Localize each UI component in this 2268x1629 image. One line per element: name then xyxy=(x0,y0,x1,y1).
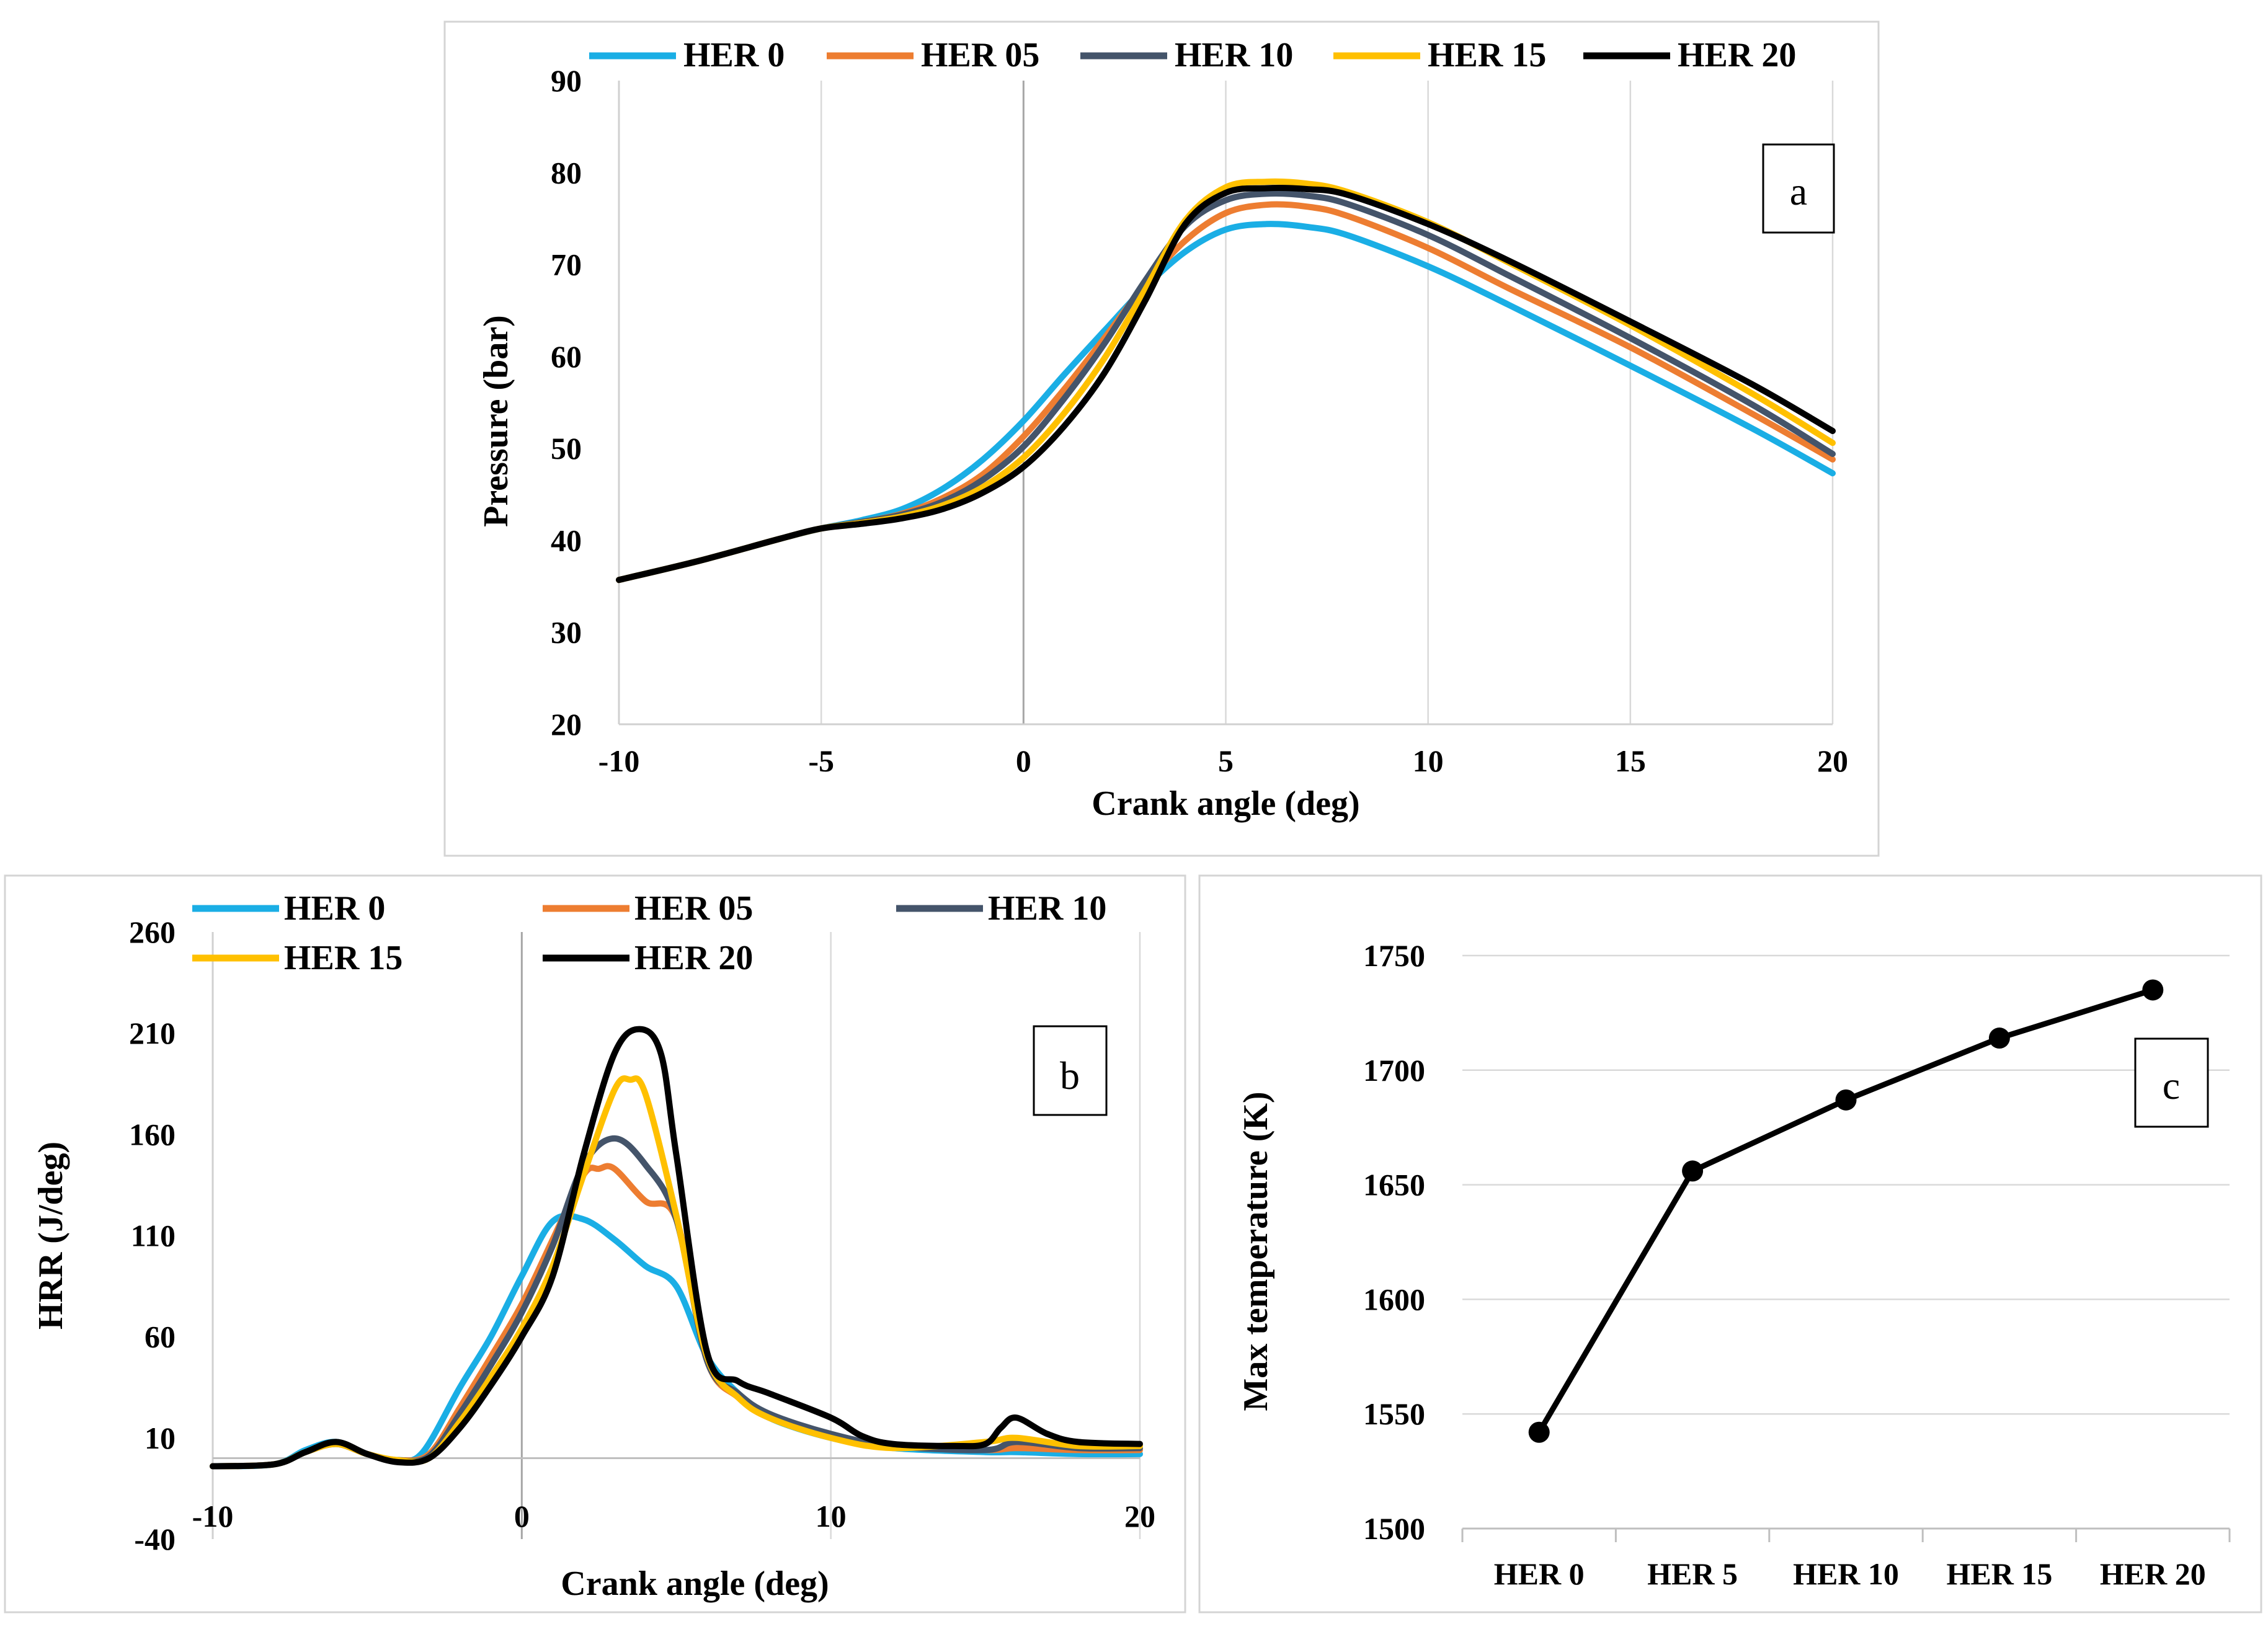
panel-c-data-point xyxy=(1528,1421,1550,1443)
panel-a-y-tick-label: 30 xyxy=(551,615,582,650)
panel-a-x-tick-label: 0 xyxy=(1016,743,1031,778)
panel-b-legend-label: HER 0 xyxy=(284,889,385,928)
panel-c-y-axis-label: Max temperature (K) xyxy=(1237,1091,1275,1411)
panel-a-legend-label: HER 20 xyxy=(1678,36,1796,74)
panel-b-y-tick-label: 10 xyxy=(145,1421,176,1455)
panel-b-frame xyxy=(4,874,1186,1613)
panel-b-x-tick-label: 10 xyxy=(816,1499,847,1534)
panel-c-letter-box xyxy=(2134,1037,2209,1128)
panel-a-x-tick-label: 10 xyxy=(1413,743,1444,778)
panel-b-letter-box xyxy=(1033,1025,1108,1116)
panel-a-y-tick-label: 90 xyxy=(551,63,582,98)
panel-b-y-tick-label: 160 xyxy=(129,1117,176,1152)
panel-c-y-tick-label: 1650 xyxy=(1363,1168,1425,1202)
panel-c-data-point xyxy=(2142,979,2164,1001)
panel-c-x-tick-label: HER 0 xyxy=(1494,1556,1585,1591)
panel-b-legend-label: HER 15 xyxy=(284,939,402,977)
panel-a-y-tick-label: 40 xyxy=(551,523,582,557)
panel-c-y-tick-label: 1600 xyxy=(1363,1282,1425,1316)
panel-c-frame xyxy=(1198,874,2262,1613)
panel-b-series-her-20 xyxy=(210,1026,1143,1470)
panel-b-letter: b xyxy=(1060,1054,1080,1098)
panel-a-x-tick-label: -5 xyxy=(808,743,834,778)
panel-b-y-tick-label: 260 xyxy=(129,915,176,949)
panel-a-legend-label: HER 15 xyxy=(1428,36,1546,74)
panel-a-chart: 20 30 40 50 60 70 80 90 -10 -5 0 5 10 15 20 Crank angle… xyxy=(477,36,1848,823)
panel-c-x-tick-label: HER 10 xyxy=(1793,1556,1899,1591)
panel-c-x-tick-label: HER 15 xyxy=(1946,1556,2052,1591)
panel-b-y-tick-label: 210 xyxy=(129,1016,176,1050)
panel-b-y-tick-label: 60 xyxy=(145,1320,176,1354)
panel-c-y-tick-label: 1500 xyxy=(1363,1511,1425,1546)
panel-c-data-point xyxy=(1682,1160,1704,1182)
panel-c-chart: 1500 1550 1600 1650 1700 1750 HER 0 HER 5 HER 10… xyxy=(1237,938,2231,1591)
panel-a-y-tick-label: 70 xyxy=(551,247,582,282)
panel-b-y-tick-label: 110 xyxy=(131,1218,176,1253)
panel-c-y-tick-label: 1750 xyxy=(1363,938,1425,973)
panel-a-frame xyxy=(443,20,1880,857)
panel-a-y-tick-label: 60 xyxy=(551,339,582,374)
panel-c-y-tick-label: 1700 xyxy=(1363,1053,1425,1088)
panel-c-data-point xyxy=(1988,1028,2010,1049)
panel-a-y-tick-label: 50 xyxy=(551,431,582,466)
panel-a-x-axis-label: Crank angle (deg) xyxy=(1092,784,1359,823)
panel-a-series-her-20 xyxy=(616,185,1836,584)
panel-a-x-tick-label: 5 xyxy=(1218,743,1234,778)
panel-b-chart: -40 10 60 110 160 210 260 -10 0 10 20 Crank angle (… xyxy=(32,889,1155,1603)
panel-b-y-tick-label: -40 xyxy=(134,1522,176,1556)
panel-c-x-tick-label: HER 20 xyxy=(2100,1556,2206,1591)
panel-a-letter: a xyxy=(1790,169,1807,213)
panel-a-y-tick-label: 20 xyxy=(551,707,582,742)
panel-b-x-axis-label: Crank angle (deg) xyxy=(561,1565,829,1603)
panel-b-x-tick-label: 0 xyxy=(514,1499,530,1534)
panel-b-legend-label: HER 10 xyxy=(988,889,1106,928)
panel-c-y-tick-label: 1550 xyxy=(1363,1396,1425,1431)
panel-c-x-tick-label: HER 5 xyxy=(1647,1556,1738,1591)
panel-a-x-tick-label: 20 xyxy=(1817,743,1848,778)
panel-a-legend-label: HER 0 xyxy=(683,36,785,74)
panel-a-y-axis-label: Pressure (bar) xyxy=(477,315,515,527)
panel-b-legend-label: HER 20 xyxy=(634,939,753,977)
panel-c-data-point xyxy=(1835,1089,1857,1111)
panel-a-y-tick-label: 80 xyxy=(551,155,582,190)
panel-b-x-tick-label: 20 xyxy=(1124,1499,1155,1534)
panel-c-letter: c xyxy=(2163,1063,2180,1107)
panel-b-legend-label: HER 05 xyxy=(634,889,753,928)
panel-b-y-axis-label: HRR (J/deg) xyxy=(32,1142,70,1329)
panel-a-x-tick-label: -10 xyxy=(598,743,640,778)
panel-a-letter-box xyxy=(1762,143,1835,234)
panel-a-legend-label: HER 10 xyxy=(1175,36,1293,74)
panel-a-legend-label: HER 05 xyxy=(921,36,1039,74)
panel-a-x-tick-label: 15 xyxy=(1615,743,1646,778)
panel-b-x-tick-label: -10 xyxy=(192,1499,234,1534)
